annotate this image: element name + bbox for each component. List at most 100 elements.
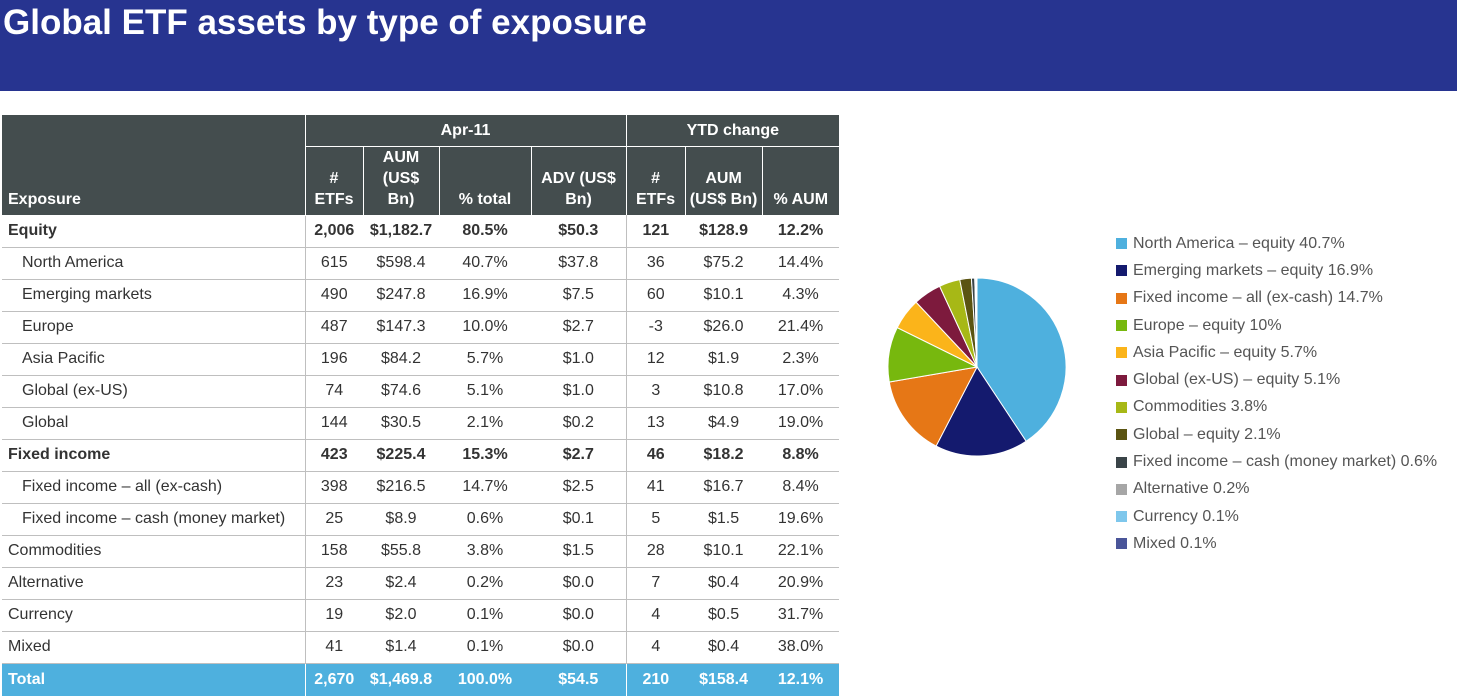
table-cell: $598.4: [363, 247, 439, 280]
table-cell: $0.0: [531, 567, 627, 600]
table-row: Europe 487 $147.3 10.0% $2.7 -3 $26.0 21.4%: [2, 311, 840, 344]
table-cell: $2.7: [531, 439, 627, 472]
pct-total-column-header: % total: [439, 146, 532, 215]
legend-label: Emerging markets – equity 16.9%: [1133, 261, 1374, 279]
table-row: Global (ex-US) 74 $74.6 5.1% $1.0 3 $10.8 17.0%: [2, 375, 840, 408]
table-cell: 20.9%: [762, 567, 840, 600]
table-cell: 38.0%: [762, 631, 840, 664]
table-cell: 14.4%: [762, 247, 840, 280]
table-row: North America 615 $598.4 40.7% $37.8 36 $75.2 1…: [2, 247, 840, 280]
table-cell: $0.2: [531, 407, 627, 440]
table-cell: 15.3%: [439, 439, 531, 472]
table-row: Global 144 $30.5 2.1% $0.2 13 $4.9 19.0%: [2, 407, 840, 440]
exposure-label: Fixed income – all (ex-cash): [2, 471, 306, 504]
page-title: Global ETF assets by type of exposure: [3, 3, 647, 42]
table-cell: $30.5: [363, 407, 439, 440]
table-cell: 46: [626, 439, 686, 472]
table-cell: 19: [305, 599, 363, 632]
exposure-label: Commodities: [2, 535, 306, 568]
table-cell: 4.3%: [762, 279, 840, 312]
table-cell: 14.7%: [439, 471, 531, 504]
table-cell: $74.6: [363, 375, 439, 408]
legend-swatch: [1116, 401, 1127, 413]
table-cell: 22.1%: [762, 535, 840, 568]
table-cell: 2.3%: [762, 343, 840, 376]
table-cell: $1,182.7: [363, 215, 439, 248]
legend-item: Fixed income – all (ex-cash) 14.7%: [1116, 285, 1437, 312]
table-row: Equity 2,006 $1,182.7 80.5% $50.3 121 $128.9 12…: [2, 215, 840, 248]
legend-swatch: [1116, 538, 1127, 550]
table-cell: 0.1%: [439, 631, 531, 664]
etf-assets-table: Exposure Apr-11 YTD change # ETFs AUM (U…: [2, 115, 840, 696]
exposure-label: Fixed income – cash (money market): [2, 503, 306, 536]
table-cell: 196: [305, 343, 363, 376]
aum-apr-column-header: AUM (US$ Bn): [363, 146, 440, 215]
table-cell: 144: [305, 407, 363, 440]
table-cell: 3: [626, 375, 686, 408]
legend-item: Asia Pacific – equity 5.7%: [1116, 339, 1437, 366]
etfs-apr-column-header: # ETFs: [305, 146, 364, 215]
legend-item: Europe – equity 10%: [1116, 312, 1437, 339]
table-cell: $10.1: [685, 535, 763, 568]
table-cell: $55.8: [363, 535, 439, 568]
pie-slice: [888, 366, 978, 447]
table-cell: 0.1%: [439, 599, 531, 632]
legend-label: Fixed income – cash (money market) 0.6%: [1133, 453, 1438, 471]
exposure-column-header: Exposure: [2, 115, 306, 216]
table-cell: 10.0%: [439, 311, 531, 344]
table-cell: $84.2: [363, 343, 439, 376]
exposure-label: North America: [2, 247, 306, 280]
table-cell: 16.9%: [439, 279, 531, 312]
table-cell: 2,670: [305, 663, 363, 696]
table-cell: $0.5: [685, 599, 763, 632]
exposure-pie-chart: [886, 276, 1068, 458]
table-cell: $216.5: [363, 471, 439, 504]
table-cell: 158: [305, 535, 363, 568]
table-cell: -3: [626, 311, 686, 344]
table-cell: $50.3: [531, 215, 627, 248]
aum-ytd-column-header: AUM (US$ Bn): [685, 146, 763, 215]
table-row: Fixed income 423 $225.4 15.3% $2.7 46 $18.2 8.8…: [2, 439, 840, 472]
legend-item: North America – equity 40.7%: [1116, 230, 1437, 257]
legend-label: Currency 0.1%: [1133, 507, 1239, 525]
legend-label: Global – equity 2.1%: [1133, 425, 1281, 443]
legend-item: Currency 0.1%: [1116, 503, 1437, 530]
legend-label: Mixed 0.1%: [1133, 534, 1217, 552]
table-row: Asia Pacific 196 $84.2 5.7% $1.0 12 $1.9 2.3%: [2, 343, 840, 376]
table-cell: $247.8: [363, 279, 439, 312]
table-row: Fixed income – all (ex-cash) 398 $216.5 14.…: [2, 471, 840, 504]
etfs-ytd-column-header: # ETFs: [626, 146, 686, 215]
table-cell: $75.2: [685, 247, 763, 280]
table-cell: 423: [305, 439, 363, 472]
legend-label: Alternative 0.2%: [1133, 480, 1250, 498]
table-cell: $1.5: [531, 535, 627, 568]
legend-item: Global – equity 2.1%: [1116, 421, 1437, 448]
table-cell: 12: [626, 343, 686, 376]
table-cell: 40.7%: [439, 247, 531, 280]
table-cell: 21.4%: [762, 311, 840, 344]
table-cell: 31.7%: [762, 599, 840, 632]
table-cell: 41: [626, 471, 686, 504]
table-cell: 13: [626, 407, 686, 440]
table-cell: 8.4%: [762, 471, 840, 504]
table-cell: $2.0: [363, 599, 439, 632]
table-cell: 28: [626, 535, 686, 568]
table-cell: $0.4: [685, 631, 763, 664]
legend-label: Asia Pacific – equity 5.7%: [1133, 343, 1318, 361]
table-cell: $18.2: [685, 439, 763, 472]
table-cell: 23: [305, 567, 363, 600]
table-cell: $2.4: [363, 567, 439, 600]
exposure-label: Europe: [2, 311, 306, 344]
table-cell: $0.0: [531, 631, 627, 664]
table-cell: 3.8%: [439, 535, 531, 568]
legend-swatch: [1116, 320, 1127, 332]
table-cell: $128.9: [685, 215, 763, 248]
table-cell: 41: [305, 631, 363, 664]
table-cell: 0.2%: [439, 567, 531, 600]
table-cell: $1.5: [685, 503, 763, 536]
pie-slice: [975, 277, 978, 368]
table-row: Alternative 23 $2.4 0.2% $0.0 7 $0.4 20.9%: [2, 567, 840, 600]
table-cell: $0.1: [531, 503, 627, 536]
table-cell: 5.1%: [439, 375, 531, 408]
exposure-label: Mixed: [2, 631, 306, 664]
